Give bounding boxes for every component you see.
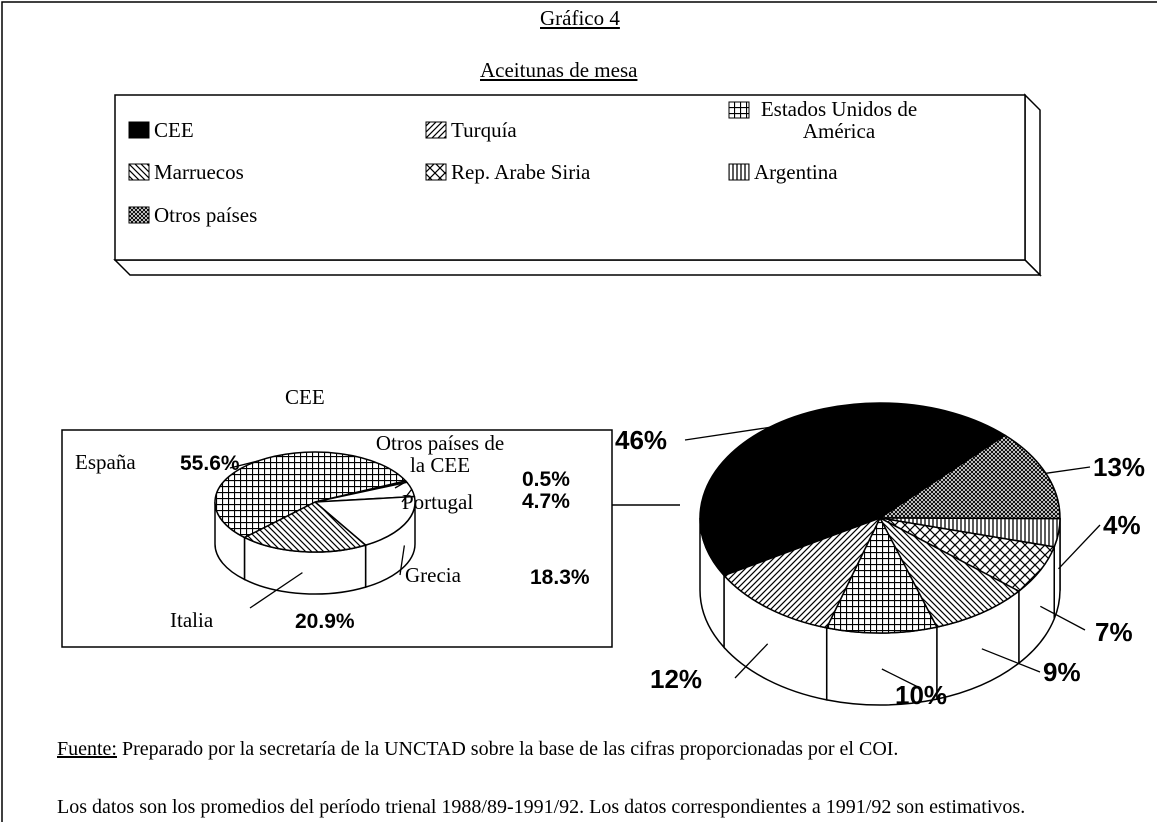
legend-label: Estados Unidos de América (760, 97, 918, 143)
value-label: 18.3% (530, 566, 590, 589)
legend-swatch-fill (425, 121, 447, 139)
legend-swatch (128, 206, 150, 224)
legend-swatch (128, 121, 150, 139)
legend-swatch (425, 121, 447, 139)
pie-slice (699, 402, 1007, 577)
pie-slice (242, 501, 368, 553)
leader-line (881, 668, 921, 689)
slice-label: Grecia (405, 563, 461, 587)
value-label: 13% (1093, 452, 1146, 482)
pie-slice (722, 516, 882, 629)
legend-swatch-fill (728, 101, 750, 119)
legend-swatch (728, 163, 750, 181)
slice-label: Portugal (402, 490, 474, 514)
value-label: 4.7% (522, 490, 570, 513)
legend-swatch (728, 101, 750, 119)
legend-swatch-fill (128, 163, 150, 181)
data-note: Los datos son los promedios del período … (57, 796, 1026, 818)
legend-box (113, 93, 1042, 277)
value-label: 0.5% (522, 468, 570, 491)
legend-label: CEE (154, 118, 194, 142)
legend-item: Argentina (728, 160, 838, 185)
legend-item: Rep. Arabe Siria (425, 160, 590, 185)
value-label: 7% (1095, 617, 1133, 647)
legend-item: Marruecos (128, 160, 244, 185)
pie-slice (214, 451, 408, 539)
legend-swatch-fill (728, 163, 750, 181)
value-label: 12% (650, 664, 703, 694)
legend-item: Otros países (128, 203, 257, 228)
legend-swatch-fill (128, 121, 150, 139)
pie-slice (825, 516, 938, 634)
value-label: 9% (1043, 657, 1081, 687)
value-label: 46% (615, 425, 668, 455)
legend-item: CEE (128, 118, 194, 143)
leader-line (249, 572, 303, 609)
inset-title: CEE (285, 385, 325, 409)
leader-line (684, 426, 770, 441)
legend-label: Rep. Arabe Siria (451, 160, 591, 184)
leader-line (1040, 605, 1086, 631)
leader-line (401, 488, 413, 503)
value-label: 55.6% (180, 452, 240, 475)
legend-label: Turquía (451, 118, 517, 142)
value-label: 20.9% (295, 610, 355, 633)
pie-slice (313, 495, 416, 546)
chart-subtitle: Aceitunas de mesa (480, 58, 638, 82)
legend-label: Argentina (754, 160, 838, 184)
slice-label: Otros países de la CEE (375, 431, 505, 477)
legend-swatch (128, 163, 150, 181)
slice-label: Italia (170, 608, 214, 632)
legend-swatch (425, 163, 447, 181)
pie-slice (878, 516, 1021, 628)
leader-line (981, 648, 1041, 673)
leader-line (399, 545, 406, 576)
leader-line (229, 460, 258, 469)
source-note: Fuente: Preparado por la secretaría de l… (2, 735, 1152, 763)
chart-title: Gráfico 4 (540, 6, 620, 30)
legend-label: Otros países (154, 203, 258, 227)
source-label: Fuente: (57, 738, 117, 760)
legend-item: Turquía (425, 118, 517, 143)
legend-item: Estados Unidos de América (728, 98, 924, 142)
source-text: Preparado por la secretaría de la UNCTAD… (122, 738, 899, 760)
legend-swatch-fill (128, 206, 150, 224)
leader-line (1045, 466, 1091, 474)
value-label: 10% (895, 680, 948, 710)
value-label: 4% (1103, 510, 1141, 540)
slice-label: España (75, 450, 136, 474)
leader-line (1058, 524, 1101, 570)
leader-line (394, 481, 407, 489)
legend-swatch-fill (425, 163, 447, 181)
leader-line (734, 643, 769, 679)
legend-label: Marruecos (154, 160, 244, 184)
